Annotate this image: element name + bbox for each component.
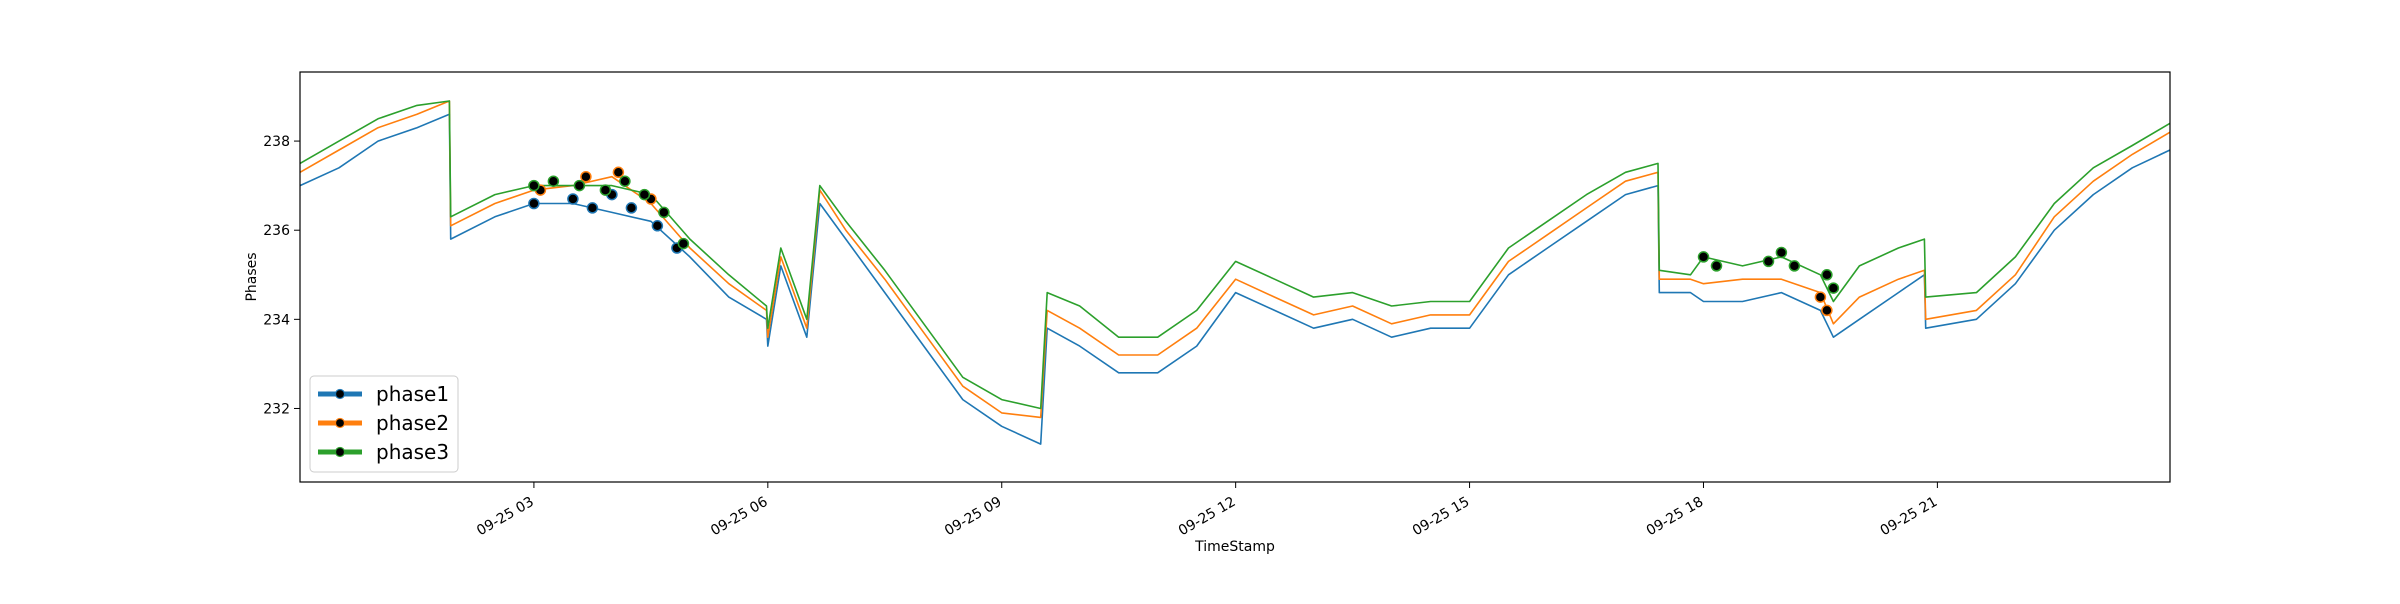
marker-phase3-1 <box>547 175 560 187</box>
marker-phase1-5 <box>651 220 664 232</box>
marker-phase3-4 <box>619 175 631 187</box>
y-axis-label: Phases <box>244 252 260 301</box>
legend-frame <box>309 375 459 473</box>
marker-phase3-6 <box>658 206 670 219</box>
marker-phase1-0 <box>528 197 540 210</box>
marker-phase1-2 <box>586 202 599 214</box>
legend-label-phase2: phase2 <box>376 411 449 435</box>
marker-phase3-8 <box>1697 251 1710 263</box>
marker-layer <box>528 166 1840 317</box>
marker-phase2-2 <box>612 166 625 179</box>
marker-phase3-3 <box>599 184 612 196</box>
marker-phase3-2 <box>573 179 586 192</box>
marker-phase1-1 <box>567 193 579 205</box>
legend-label-phase1: phase1 <box>376 382 449 406</box>
marker-phase3-12 <box>1788 260 1801 272</box>
marker-phase2-4 <box>1814 291 1827 303</box>
marker-phase3-7 <box>677 237 690 250</box>
marker-phase2-5 <box>1821 304 1833 317</box>
y-tick-label-3: 238 <box>263 134 290 150</box>
marker-phase2-1 <box>580 170 592 183</box>
series-line-phase3 <box>299 100 2171 410</box>
marker-phase3-10 <box>1762 255 1775 268</box>
marker-phase3-0 <box>528 179 540 192</box>
marker-phase3-14 <box>1827 282 1840 294</box>
legend-marker-phase2 <box>334 417 346 429</box>
legend: phase1 phase2 phase3 <box>309 375 459 473</box>
marker-phase3-11 <box>1775 246 1788 259</box>
marker-phase1-4 <box>625 202 638 214</box>
legend-label-phase3: phase3 <box>376 440 449 464</box>
legend-marker-phase1 <box>334 388 346 400</box>
series-line-phase1 <box>299 113 2171 445</box>
legend-marker-phase3 <box>334 446 346 458</box>
y-tick-label-2: 236 <box>263 223 290 239</box>
marker-phase3-13 <box>1821 269 1833 281</box>
plot-frame <box>299 71 2171 483</box>
y-tick-label-0: 232 <box>263 401 290 417</box>
y-axis: 232 234 236 238 <box>263 134 300 417</box>
x-axis-label: TimeStamp <box>1194 539 1275 555</box>
marker-phase3-9 <box>1710 260 1723 272</box>
y-tick-label-1: 234 <box>263 312 290 328</box>
marker-phase3-5 <box>638 188 651 201</box>
series-layer <box>299 100 2171 445</box>
